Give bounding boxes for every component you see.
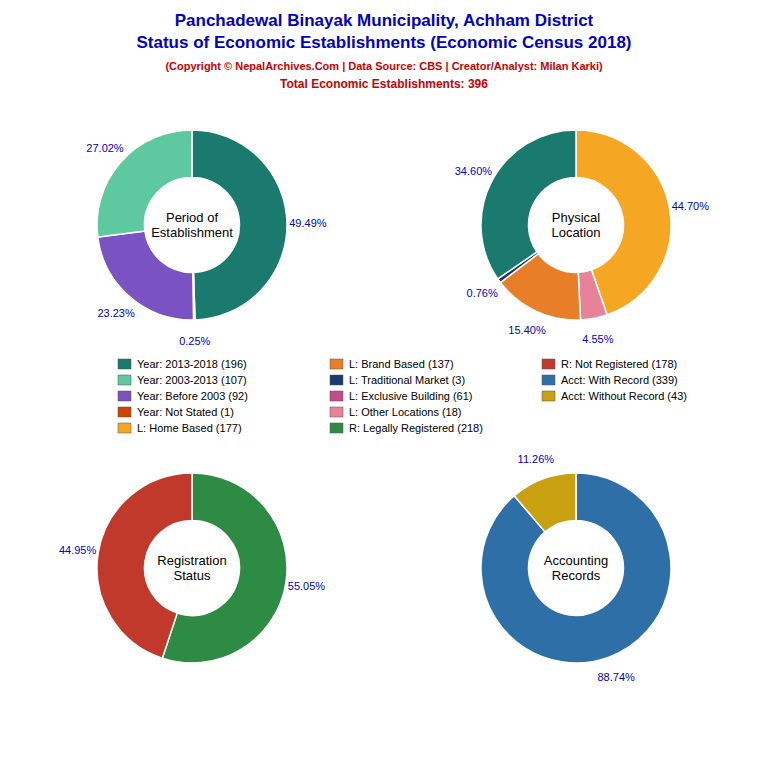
legend-swatch <box>118 391 131 401</box>
legend-swatch <box>118 407 131 417</box>
legend-label: L: Traditional Market (3) <box>349 374 465 386</box>
slice <box>481 130 576 279</box>
center-label: AccountingRecords <box>544 553 608 583</box>
donut <box>97 130 287 320</box>
legend-label: R: Legally Registered (218) <box>349 422 483 434</box>
legend-swatch <box>118 423 131 433</box>
legend-swatch <box>330 359 343 369</box>
legend-swatch <box>330 407 343 417</box>
slice <box>98 231 194 320</box>
data-label: 49.49% <box>289 217 327 229</box>
legend-swatch <box>542 359 555 369</box>
slice <box>578 270 607 320</box>
legend-label: L: Other Locations (18) <box>349 406 462 418</box>
legend-swatch <box>542 375 555 385</box>
subtitle: (Copyright © NepalArchives.Com | Data So… <box>165 60 603 72</box>
donut <box>97 473 287 663</box>
legend-label: Year: 2003-2013 (107) <box>137 374 247 386</box>
slice <box>481 473 671 663</box>
center-label: RegistrationStatus <box>157 553 226 583</box>
legend-label: L: Exclusive Building (61) <box>349 390 473 402</box>
legend-swatch <box>542 391 555 401</box>
legend-swatch <box>330 423 343 433</box>
data-label: 27.02% <box>86 142 124 154</box>
donut <box>481 130 671 320</box>
legend-label: Year: Before 2003 (92) <box>137 390 248 402</box>
slice <box>514 473 576 532</box>
background <box>0 0 768 768</box>
data-label: 44.70% <box>672 200 710 212</box>
center-label: Period ofEstablishment <box>151 210 233 240</box>
legend-swatch <box>330 375 343 385</box>
data-label: 4.55% <box>582 333 613 345</box>
legend-label: L: Brand Based (137) <box>349 358 454 370</box>
title: Panchadewal Binayak Municipality, Achham… <box>175 11 594 30</box>
data-label: 88.74% <box>597 671 635 683</box>
legend-label: Year: 2013-2018 (196) <box>137 358 247 370</box>
legend-swatch <box>330 391 343 401</box>
data-label: 15.40% <box>508 324 546 336</box>
subtitle: Total Economic Establishments: 396 <box>280 77 488 91</box>
data-label: 0.76% <box>467 287 498 299</box>
legend-label: R: Not Registered (178) <box>561 358 677 370</box>
center-label: PhysicalLocation <box>551 210 600 240</box>
data-label: 23.23% <box>97 307 135 319</box>
legend-label: L: Home Based (177) <box>137 422 242 434</box>
data-label: 55.05% <box>288 580 326 592</box>
legend: Year: 2013-2018 (196) Year: 2003-2013 (10… <box>118 358 687 434</box>
legend-label: Acct: With Record (339) <box>561 374 678 386</box>
legend-swatch <box>118 359 131 369</box>
data-label: 34.60% <box>455 165 493 177</box>
data-label: 0.25% <box>179 335 210 347</box>
legend-label: Acct: Without Record (43) <box>561 390 687 402</box>
chart: Panchadewal Binayak Municipality, Achham… <box>0 0 768 768</box>
donut <box>481 473 671 663</box>
title: Status of Economic Establishments (Econo… <box>136 33 631 52</box>
legend-swatch <box>118 375 131 385</box>
data-label: 44.95% <box>59 544 97 556</box>
legend-label: Year: Not Stated (1) <box>137 406 234 418</box>
data-label: 11.26% <box>518 453 555 465</box>
